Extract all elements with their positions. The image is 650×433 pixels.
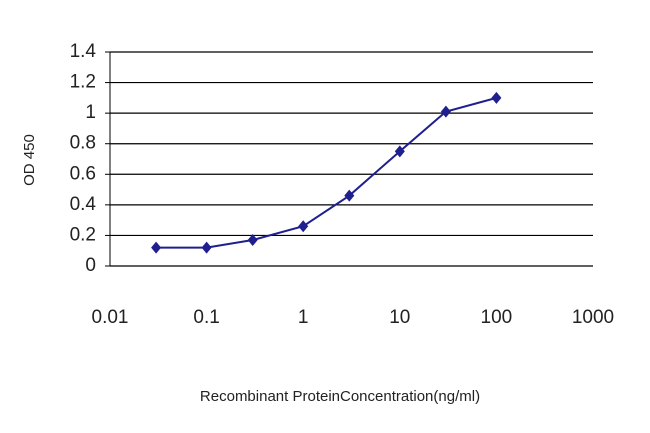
x-tick-label: 10 (389, 307, 410, 328)
data-line (156, 96, 497, 249)
y-tick-label: 1.2 (70, 72, 96, 93)
data-point (298, 220, 309, 233)
data-point (394, 145, 405, 158)
y-tick-label: 0.4 (70, 194, 97, 215)
data-point (201, 241, 212, 254)
data-point (247, 234, 258, 247)
y-tick-label: 1.4 (70, 41, 97, 62)
x-axis-label: Recombinant ProteinConcentration(ng/ml) (200, 388, 480, 405)
y-tick-label: 0.8 (70, 133, 96, 154)
x-tick-label: 1 (298, 307, 309, 328)
y-tick-label: 0.6 (70, 163, 96, 184)
x-tick-label: 1000 (572, 307, 614, 328)
y-tick-label: 1 (85, 102, 96, 123)
x-tick-label: 100 (481, 307, 513, 328)
x-tick-label: 0.01 (92, 307, 129, 328)
data-point (344, 189, 355, 202)
data-point (440, 105, 451, 118)
y-tick-label: 0.2 (70, 224, 96, 245)
x-tick-label: 0.1 (193, 307, 219, 328)
y-tick-label: 0 (85, 255, 96, 276)
data-point (151, 241, 162, 254)
y-axis-label: OD 450 (21, 134, 38, 186)
data-point (491, 91, 502, 104)
